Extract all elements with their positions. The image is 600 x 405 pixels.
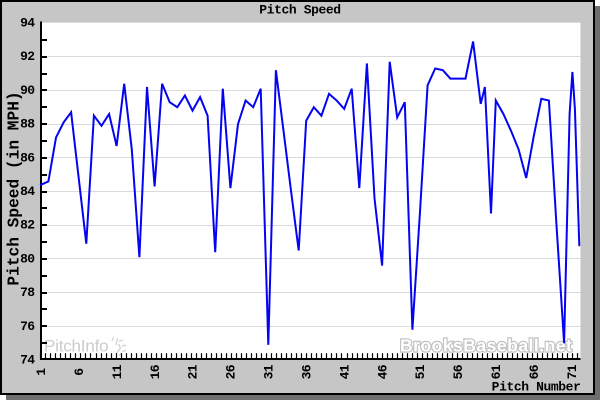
svg-text:61: 61	[489, 364, 504, 379]
svg-text:41: 41	[337, 364, 352, 379]
svg-text:Pitch Number: Pitch Number	[492, 380, 581, 395]
svg-text:11: 11	[110, 364, 125, 379]
svg-text:56: 56	[451, 364, 466, 379]
svg-text:86: 86	[20, 150, 35, 165]
svg-text:51: 51	[413, 364, 428, 379]
svg-text:78: 78	[20, 285, 35, 300]
svg-text:82: 82	[20, 218, 35, 233]
svg-text:36: 36	[299, 364, 314, 379]
svg-text:21: 21	[186, 364, 201, 379]
svg-text:16: 16	[148, 364, 163, 379]
svg-text:94: 94	[20, 16, 35, 31]
svg-text:46: 46	[375, 364, 390, 379]
svg-text:74: 74	[20, 353, 35, 368]
svg-text:6: 6	[72, 368, 87, 376]
svg-text:71: 71	[565, 364, 580, 379]
svg-text:88: 88	[20, 117, 35, 132]
svg-text:26: 26	[224, 364, 239, 379]
svg-text:1: 1	[34, 368, 49, 376]
svg-text:90: 90	[20, 83, 35, 98]
svg-text:80: 80	[20, 251, 35, 266]
svg-text:76: 76	[20, 319, 35, 334]
svg-text:66: 66	[527, 364, 542, 379]
svg-text:92: 92	[20, 49, 35, 64]
svg-text:Pitch Speed: Pitch Speed	[259, 3, 340, 18]
svg-text:84: 84	[20, 184, 35, 199]
svg-text:PitchInfo: PitchInfo	[44, 337, 108, 356]
svg-text:Pitch Speed (in MPH): Pitch Speed (in MPH)	[6, 91, 24, 285]
svg-text:BrooksBaseball.net: BrooksBaseball.net	[400, 336, 572, 356]
svg-text:31: 31	[262, 364, 277, 379]
